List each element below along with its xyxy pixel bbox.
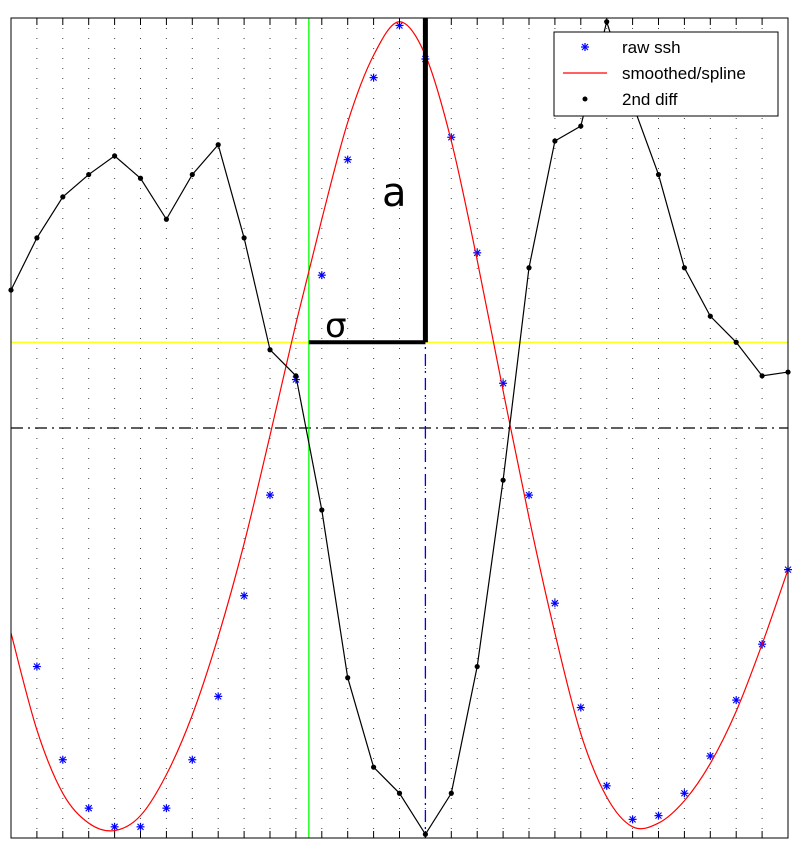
- legend-label-2nd-diff: 2nd diff: [622, 90, 678, 109]
- point-2nd-diff: [396, 790, 403, 796]
- point-raw-ssh: [240, 591, 249, 600]
- point-raw-ssh: [162, 804, 171, 813]
- point-raw-ssh: [602, 781, 611, 790]
- point-raw-ssh: [550, 599, 559, 608]
- legend-symbol-2nd-diff: [582, 96, 588, 102]
- point-raw-ssh: [58, 755, 67, 764]
- point-raw-ssh: [628, 815, 637, 824]
- point-2nd-diff: [655, 171, 662, 178]
- legend-label-raw-ssh: raw ssh: [622, 38, 681, 57]
- point-2nd-diff: [345, 675, 351, 681]
- sigma-label: σ: [325, 306, 347, 346]
- point-2nd-diff: [474, 663, 480, 670]
- point-2nd-diff: [707, 313, 713, 319]
- point-2nd-diff: [448, 790, 454, 796]
- point-2nd-diff: [733, 339, 739, 345]
- amplitude-label: a: [382, 170, 407, 216]
- point-2nd-diff: [319, 507, 325, 513]
- point-raw-ssh: [576, 703, 585, 712]
- point-raw-ssh: [343, 155, 352, 164]
- point-2nd-diff: [526, 265, 532, 271]
- point-raw-ssh: [369, 73, 378, 82]
- axis-ticks: [36, 18, 763, 838]
- point-2nd-diff: [578, 123, 584, 129]
- legend-symbol-raw-ssh: [581, 43, 589, 51]
- point-2nd-diff: [759, 373, 765, 379]
- point-raw-ssh: [214, 692, 223, 701]
- point-raw-ssh: [499, 379, 508, 388]
- point-raw-ssh: [136, 822, 145, 831]
- point-2nd-diff: [189, 171, 195, 178]
- series-layer: [8, 19, 792, 837]
- point-raw-ssh: [473, 248, 482, 257]
- point-raw-ssh: [654, 811, 663, 820]
- point-raw-ssh: [291, 375, 300, 384]
- point-raw-ssh: [680, 789, 689, 798]
- legend-box: [553, 31, 779, 117]
- point-2nd-diff: [60, 194, 66, 200]
- point-2nd-diff: [137, 175, 144, 181]
- point-2nd-diff: [241, 235, 247, 241]
- legend-label-smoothed-spline: smoothed/spline: [622, 64, 746, 83]
- point-2nd-diff: [267, 347, 273, 353]
- point-raw-ssh: [110, 822, 119, 831]
- legend: raw ssh smoothed/spline 2nd diff: [553, 31, 779, 117]
- point-raw-ssh: [525, 491, 533, 500]
- point-2nd-diff: [293, 373, 299, 379]
- point-2nd-diff: [163, 216, 169, 222]
- point-2nd-diff: [371, 764, 377, 770]
- point-2nd-diff: [552, 138, 558, 144]
- point-raw-ssh: [266, 491, 274, 500]
- point-raw-ssh: [84, 804, 93, 813]
- point-2nd-diff: [34, 235, 40, 241]
- point-2nd-diff: [86, 171, 92, 178]
- point-raw-ssh: [732, 696, 741, 705]
- point-2nd-diff: [215, 142, 221, 148]
- point-raw-ssh: [706, 752, 715, 760]
- point-raw-ssh: [317, 271, 326, 280]
- annotations: a σ: [308, 18, 428, 346]
- point-2nd-diff: [500, 477, 506, 483]
- point-raw-ssh: [188, 755, 197, 764]
- point-2nd-diff: [112, 153, 118, 159]
- point-2nd-diff: [681, 265, 688, 271]
- point-raw-ssh: [32, 662, 41, 671]
